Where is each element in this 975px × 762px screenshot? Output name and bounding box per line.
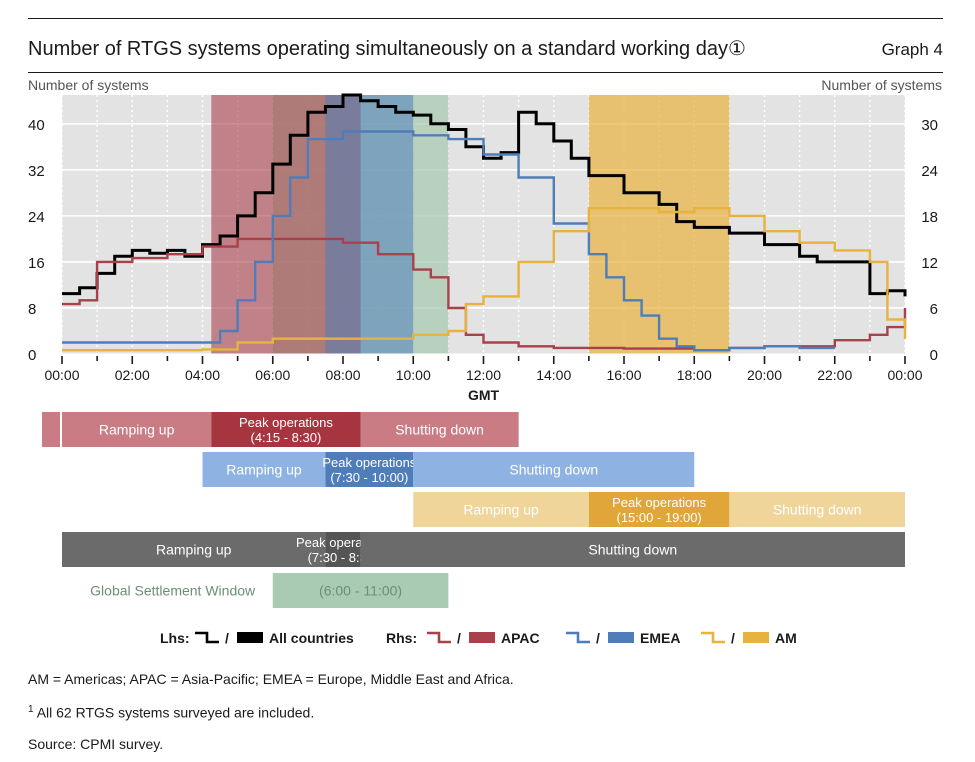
y-tick-left: 16 bbox=[28, 255, 45, 272]
legend-item-label: AM bbox=[775, 630, 797, 646]
footnote-1-text: All 62 RTGS systems surveyed are include… bbox=[36, 704, 315, 721]
timeline-segment-apac bbox=[360, 412, 519, 447]
timeline-segment-am bbox=[413, 492, 589, 527]
x-tick-label: 20:00 bbox=[747, 367, 782, 383]
timeline-row-label: Global Settlement Window bbox=[90, 583, 256, 599]
timeline-peak-label: Peak operations bbox=[612, 495, 706, 510]
x-tick-label: 14:00 bbox=[536, 367, 571, 383]
legend-swatch-icon bbox=[237, 632, 263, 643]
y-tick-left: 32 bbox=[28, 163, 45, 180]
timeline-segment-all-countries bbox=[62, 532, 326, 567]
timeline-phase-label: Shutting down bbox=[773, 502, 862, 518]
x-tick-label: 22:00 bbox=[817, 367, 852, 383]
series-line-emea bbox=[62, 130, 835, 352]
legend-line-icon bbox=[566, 631, 590, 644]
footnote-1: 1 All 62 RTGS systems surveyed are inclu… bbox=[28, 704, 314, 721]
y-tick-right: 0 bbox=[930, 347, 938, 364]
legend-item-label: EMEA bbox=[640, 630, 680, 646]
x-tick-label: 08:00 bbox=[325, 367, 360, 383]
timeline-phase-label: Shutting down bbox=[588, 542, 677, 558]
series-line-am bbox=[62, 207, 907, 352]
timeline-segment-am bbox=[588, 492, 730, 527]
x-axis-title: GMT bbox=[468, 387, 500, 403]
x-tick-label: 00:00 bbox=[887, 367, 922, 383]
timeline-segment-apac bbox=[42, 412, 60, 447]
left-axis-title: Number of systems bbox=[28, 77, 149, 93]
graph-number: Graph 4 bbox=[881, 40, 943, 59]
legend-line-icon bbox=[195, 631, 219, 644]
y-tick-right: 24 bbox=[921, 163, 938, 180]
timeline-phase-label: Ramping up bbox=[463, 502, 539, 518]
title-rule bbox=[28, 72, 943, 73]
y-tick-right: 12 bbox=[921, 255, 938, 272]
x-tick-label: 12:00 bbox=[466, 367, 501, 383]
timeline-phase-label: Shutting down bbox=[395, 422, 484, 438]
x-tick-label: 04:00 bbox=[185, 367, 220, 383]
shaded-window bbox=[588, 95, 730, 354]
legend-line-icon bbox=[427, 631, 451, 644]
shaded-window bbox=[325, 95, 414, 354]
legend-swatch-icon bbox=[608, 632, 634, 643]
y-tick-left: 40 bbox=[28, 117, 45, 134]
footnote-1-marker: 1 bbox=[28, 704, 34, 715]
legend-separator: / bbox=[731, 630, 735, 646]
source-note: Source: CPMI survey. bbox=[28, 736, 164, 752]
legend-swatch-icon bbox=[469, 632, 495, 643]
timeline-segment-apac bbox=[211, 412, 361, 447]
timeline-peak-label: Peak operations bbox=[322, 455, 416, 470]
timeline-phase-label: Ramping up bbox=[226, 462, 302, 478]
y-tick-left: 0 bbox=[28, 347, 36, 364]
legend-lhs-label: Lhs: bbox=[160, 630, 190, 646]
timeline-segment-global bbox=[272, 573, 449, 608]
timeline-phase-label: Ramping up bbox=[99, 422, 175, 438]
footnote-marker-icon: ① bbox=[727, 38, 746, 60]
timeline-peak-time: (15:00 - 19:00) bbox=[616, 510, 701, 525]
x-tick-label: 02:00 bbox=[115, 367, 150, 383]
timeline-segment-emea bbox=[325, 452, 414, 487]
top-rule bbox=[28, 18, 943, 19]
legend-separator: / bbox=[596, 630, 600, 646]
timeline-segment-all-countries bbox=[360, 532, 905, 567]
legend-rhs-label: Rhs: bbox=[386, 630, 417, 646]
legend-item-label: APAC bbox=[501, 630, 540, 646]
chart-title-text: Number of RTGS systems operating simulta… bbox=[28, 38, 728, 60]
timeline-peak-time: (4:15 - 8:30) bbox=[251, 430, 322, 445]
timeline-phase-label: Shutting down bbox=[509, 462, 598, 478]
x-tick-label: 06:00 bbox=[255, 367, 290, 383]
y-tick-right: 6 bbox=[930, 301, 938, 318]
legend-item-label: All countries bbox=[269, 630, 354, 646]
chart-title: Number of RTGS systems operating simulta… bbox=[28, 36, 746, 61]
y-tick-right: 18 bbox=[921, 209, 938, 226]
timeline-segment-emea bbox=[202, 452, 326, 487]
x-tick-label: 00:00 bbox=[44, 367, 79, 383]
right-axis-title: Number of systems bbox=[821, 77, 942, 93]
y-tick-right: 30 bbox=[921, 117, 938, 134]
x-tick-label: 18:00 bbox=[677, 367, 712, 383]
legend-swatch-icon bbox=[743, 632, 769, 643]
legend-separator: / bbox=[225, 630, 229, 646]
timeline-segment-apac bbox=[62, 412, 212, 447]
timeline-peak-label: Peak operations bbox=[239, 415, 333, 430]
timeline-segment-all-countries bbox=[325, 532, 361, 567]
timeline-segment-emea bbox=[413, 452, 695, 487]
timeline-phase-label: Ramping up bbox=[156, 542, 232, 558]
timeline-phase-label: (6:00 - 11:00) bbox=[319, 583, 402, 599]
y-tick-left: 8 bbox=[28, 301, 36, 318]
x-tick-label: 16:00 bbox=[606, 367, 641, 383]
y-tick-left: 24 bbox=[28, 209, 45, 226]
legend-line-icon bbox=[701, 631, 725, 644]
rtgs-chart: 0 8 16 24 32 40 0 6 12 18 24 30 00:00 02:00 04:00 06:00… bbox=[28, 93, 938, 646]
x-tick-label: 10:00 bbox=[396, 367, 431, 383]
legend-separator: / bbox=[457, 630, 461, 646]
timeline-segment-am bbox=[729, 492, 905, 527]
timeline-peak-time: (7:30 - 10:00) bbox=[330, 470, 408, 485]
abbreviations-note: AM = Americas; APAC = Asia-Pacific; EMEA… bbox=[28, 671, 514, 687]
